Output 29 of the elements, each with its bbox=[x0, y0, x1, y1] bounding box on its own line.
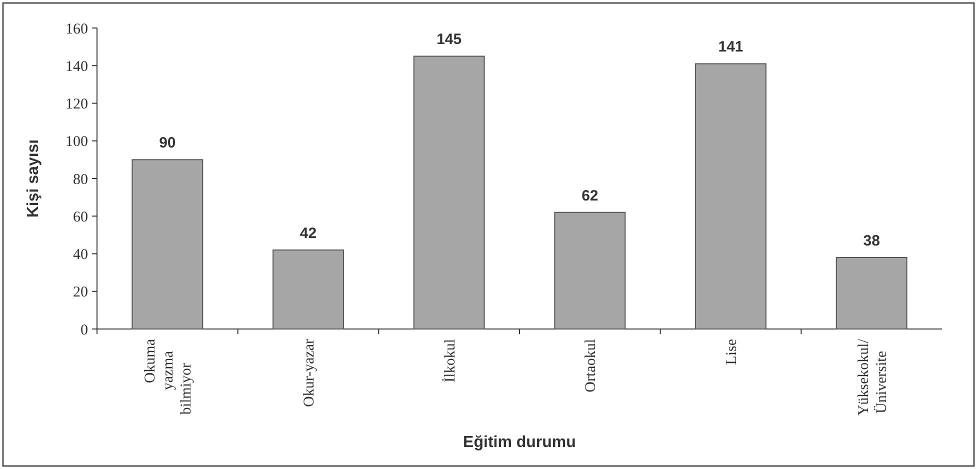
bar bbox=[554, 212, 626, 330]
data-label: 90 bbox=[159, 134, 176, 152]
x-tick-label: Okuma yazma bilmiyor bbox=[142, 338, 195, 415]
x-axis-title: Eğitim durumu bbox=[463, 434, 576, 451]
y-axis-title: Kişi sayısı bbox=[25, 139, 42, 218]
x-tick-label: Yüksekokul/ Üniversite bbox=[856, 338, 890, 416]
data-label: 141 bbox=[718, 38, 744, 56]
y-tick-label: 80 bbox=[73, 172, 88, 188]
x-tick-label: Ortaokul bbox=[583, 339, 600, 392]
bar bbox=[836, 257, 908, 330]
x-tick-label: Lise bbox=[724, 338, 740, 365]
y-tick-label: 40 bbox=[73, 247, 88, 263]
data-label: 145 bbox=[436, 31, 462, 48]
y-tick-label: 160 bbox=[66, 21, 88, 38]
data-label: 62 bbox=[582, 187, 598, 204]
y-tick-label: 120 bbox=[66, 96, 88, 112]
bar bbox=[272, 249, 344, 330]
bar bbox=[413, 56, 485, 330]
x-tick-label: Okur-yazar bbox=[302, 339, 318, 407]
data-label: 38 bbox=[863, 232, 880, 250]
y-tick-label: 100 bbox=[66, 134, 88, 150]
bar bbox=[695, 63, 766, 330]
bar bbox=[132, 159, 204, 330]
data-label: 42 bbox=[300, 224, 317, 242]
y-tick-label: 140 bbox=[66, 58, 88, 75]
x-tick-label: İlkokul bbox=[441, 339, 458, 382]
y-tick-label: 0 bbox=[80, 322, 88, 338]
y-tick-label: 20 bbox=[73, 284, 88, 301]
y-tick-label: 60 bbox=[73, 209, 88, 226]
